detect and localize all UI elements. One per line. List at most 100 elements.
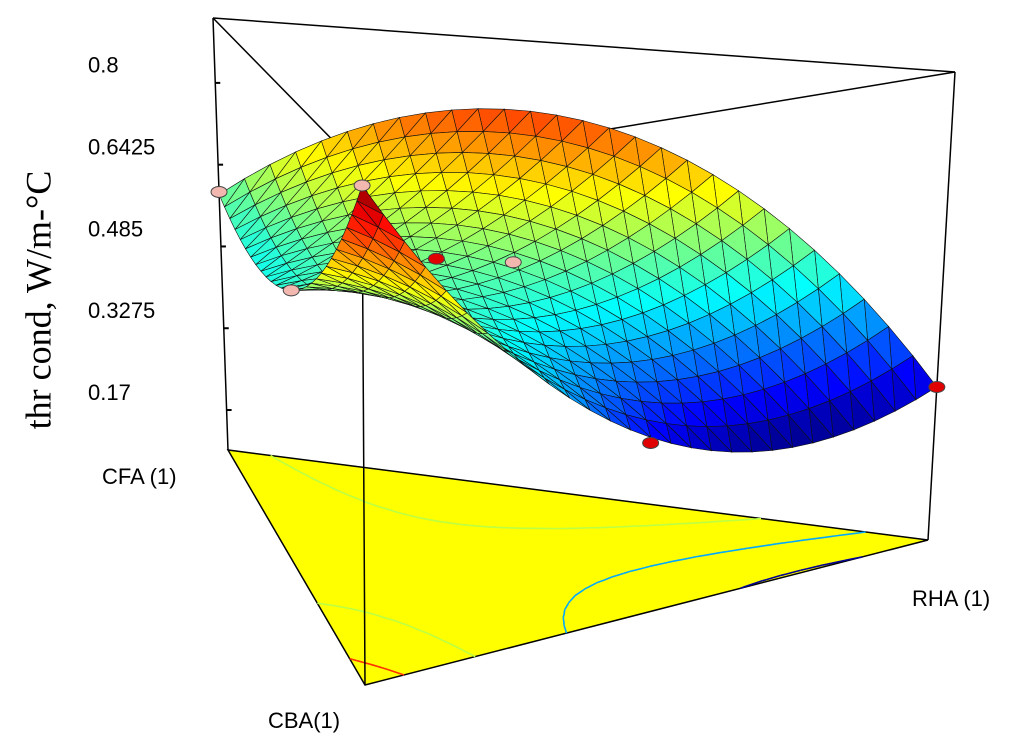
contour-segment bbox=[309, 476, 315, 481]
contour-segment bbox=[765, 574, 781, 581]
contour-segment bbox=[671, 558, 685, 563]
y-tick-label: 0.6425 bbox=[88, 134, 155, 159]
contour-segment bbox=[568, 600, 571, 604]
design-point bbox=[642, 436, 660, 449]
contour-segment bbox=[480, 525, 492, 528]
contour-segment bbox=[780, 573, 787, 577]
contour-segment bbox=[790, 539, 806, 543]
corner-label: CBA(1) bbox=[268, 708, 340, 733]
contour-segment bbox=[805, 538, 812, 541]
contour-segment bbox=[380, 506, 389, 511]
contour-segment bbox=[596, 579, 605, 584]
contour-segment bbox=[401, 673, 405, 676]
contour-segment bbox=[314, 478, 324, 485]
contour-segment bbox=[584, 587, 587, 590]
contour-segment bbox=[740, 585, 746, 590]
contour-segment bbox=[349, 657, 353, 661]
contour-segment bbox=[811, 536, 828, 540]
contour-segment bbox=[455, 523, 463, 526]
contour-segment bbox=[585, 582, 598, 590]
contour-segment bbox=[442, 639, 451, 645]
contour-segment bbox=[504, 526, 524, 530]
contour-segment bbox=[854, 531, 866, 535]
contour-segment bbox=[397, 511, 405, 515]
contour-segment bbox=[826, 559, 845, 566]
contour-segment bbox=[285, 463, 289, 467]
y-tick-label: 0.8 bbox=[88, 53, 119, 78]
contour-segment bbox=[387, 668, 403, 675]
base-triangle bbox=[226, 449, 929, 686]
y-tick-label: 0.3275 bbox=[88, 298, 155, 323]
contour-segment bbox=[430, 519, 439, 523]
contour-segment bbox=[821, 563, 827, 566]
contour-segment bbox=[743, 547, 748, 550]
contour-segment bbox=[462, 649, 465, 652]
contour-segment bbox=[563, 624, 568, 634]
contour-segment bbox=[392, 619, 398, 623]
contour-segment bbox=[768, 543, 777, 546]
contour-segment bbox=[684, 555, 697, 560]
frame-edge bbox=[212, 17, 229, 451]
contour-segment bbox=[307, 475, 311, 478]
axis-title: thr cond, W/m-°C bbox=[18, 171, 58, 430]
design-point bbox=[353, 179, 371, 192]
design-point bbox=[504, 256, 522, 269]
contour-segment bbox=[562, 614, 565, 618]
contour-segment bbox=[270, 454, 275, 459]
contour-segment bbox=[835, 532, 855, 537]
frame-edge bbox=[212, 17, 956, 73]
contour-segment bbox=[403, 513, 417, 518]
contour-segment bbox=[762, 578, 767, 582]
contour-segment bbox=[663, 560, 673, 565]
contour-segment bbox=[563, 603, 569, 611]
contour-segment bbox=[490, 526, 505, 529]
contour-segment bbox=[417, 628, 424, 633]
contour-segment bbox=[427, 632, 438, 639]
contour-segment bbox=[619, 525, 638, 528]
contour-segment bbox=[805, 564, 823, 570]
contour-segment bbox=[695, 554, 706, 558]
contour-segment bbox=[776, 541, 791, 545]
surface-cell bbox=[912, 354, 938, 401]
contour-segment bbox=[827, 535, 834, 538]
frame-edge bbox=[927, 71, 956, 541]
contour-segment bbox=[438, 520, 457, 525]
contour-segment bbox=[574, 526, 592, 530]
contour-segment bbox=[408, 624, 419, 631]
contour-segment bbox=[335, 605, 343, 608]
contour-segment bbox=[383, 616, 393, 621]
contour-segment bbox=[643, 565, 650, 569]
contour-segment bbox=[416, 516, 431, 521]
contour-segment bbox=[746, 580, 763, 587]
contour-segment bbox=[574, 589, 584, 597]
contour-segment bbox=[731, 519, 745, 522]
y-tick-label: 0.485 bbox=[88, 216, 143, 241]
contour-segment bbox=[569, 595, 576, 602]
corner-label: RHA (1) bbox=[912, 586, 990, 611]
contour-segment bbox=[753, 517, 762, 520]
contour-segment bbox=[328, 485, 337, 491]
contour-segment bbox=[563, 609, 566, 615]
contour-segment bbox=[388, 508, 398, 514]
y-tick-label: 0.17 bbox=[88, 380, 131, 405]
contour-segment bbox=[369, 612, 376, 616]
design-point bbox=[928, 381, 946, 393]
contour-segment bbox=[364, 500, 377, 507]
contour-segment bbox=[611, 572, 624, 578]
contour-segment bbox=[322, 482, 330, 488]
contour-segment bbox=[649, 562, 665, 568]
contour-segment bbox=[458, 647, 464, 651]
contour-segment bbox=[397, 620, 409, 627]
contour-segment bbox=[726, 548, 744, 553]
contour-segment bbox=[356, 609, 370, 614]
surface-cell bbox=[356, 184, 384, 215]
contour-segment bbox=[705, 551, 722, 556]
contour-segment bbox=[375, 505, 381, 508]
contour-segment bbox=[743, 518, 754, 521]
contour-segment bbox=[601, 526, 620, 529]
contour-segment bbox=[721, 550, 727, 554]
contour-segment bbox=[356, 659, 371, 666]
contour-segment bbox=[629, 567, 644, 573]
contour-segment bbox=[785, 569, 801, 575]
